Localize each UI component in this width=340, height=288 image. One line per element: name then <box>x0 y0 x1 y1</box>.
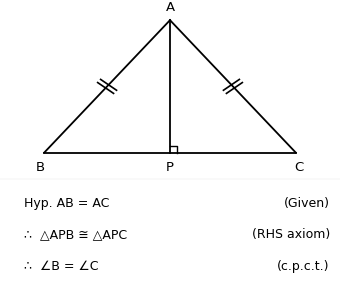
Text: (c.p.c.t.): (c.p.c.t.) <box>277 260 330 273</box>
Text: (Given): (Given) <box>284 196 330 210</box>
Text: C: C <box>294 161 304 174</box>
Text: Hyp. AB = AC: Hyp. AB = AC <box>24 196 109 210</box>
Text: B: B <box>36 161 45 174</box>
Text: A: A <box>166 1 174 14</box>
Text: ∴  △APB ≅ △APC: ∴ △APB ≅ △APC <box>24 228 127 241</box>
Text: ∴  ∠B = ∠C: ∴ ∠B = ∠C <box>24 260 98 273</box>
Text: P: P <box>166 161 174 174</box>
Text: (RHS axiom): (RHS axiom) <box>252 228 330 241</box>
